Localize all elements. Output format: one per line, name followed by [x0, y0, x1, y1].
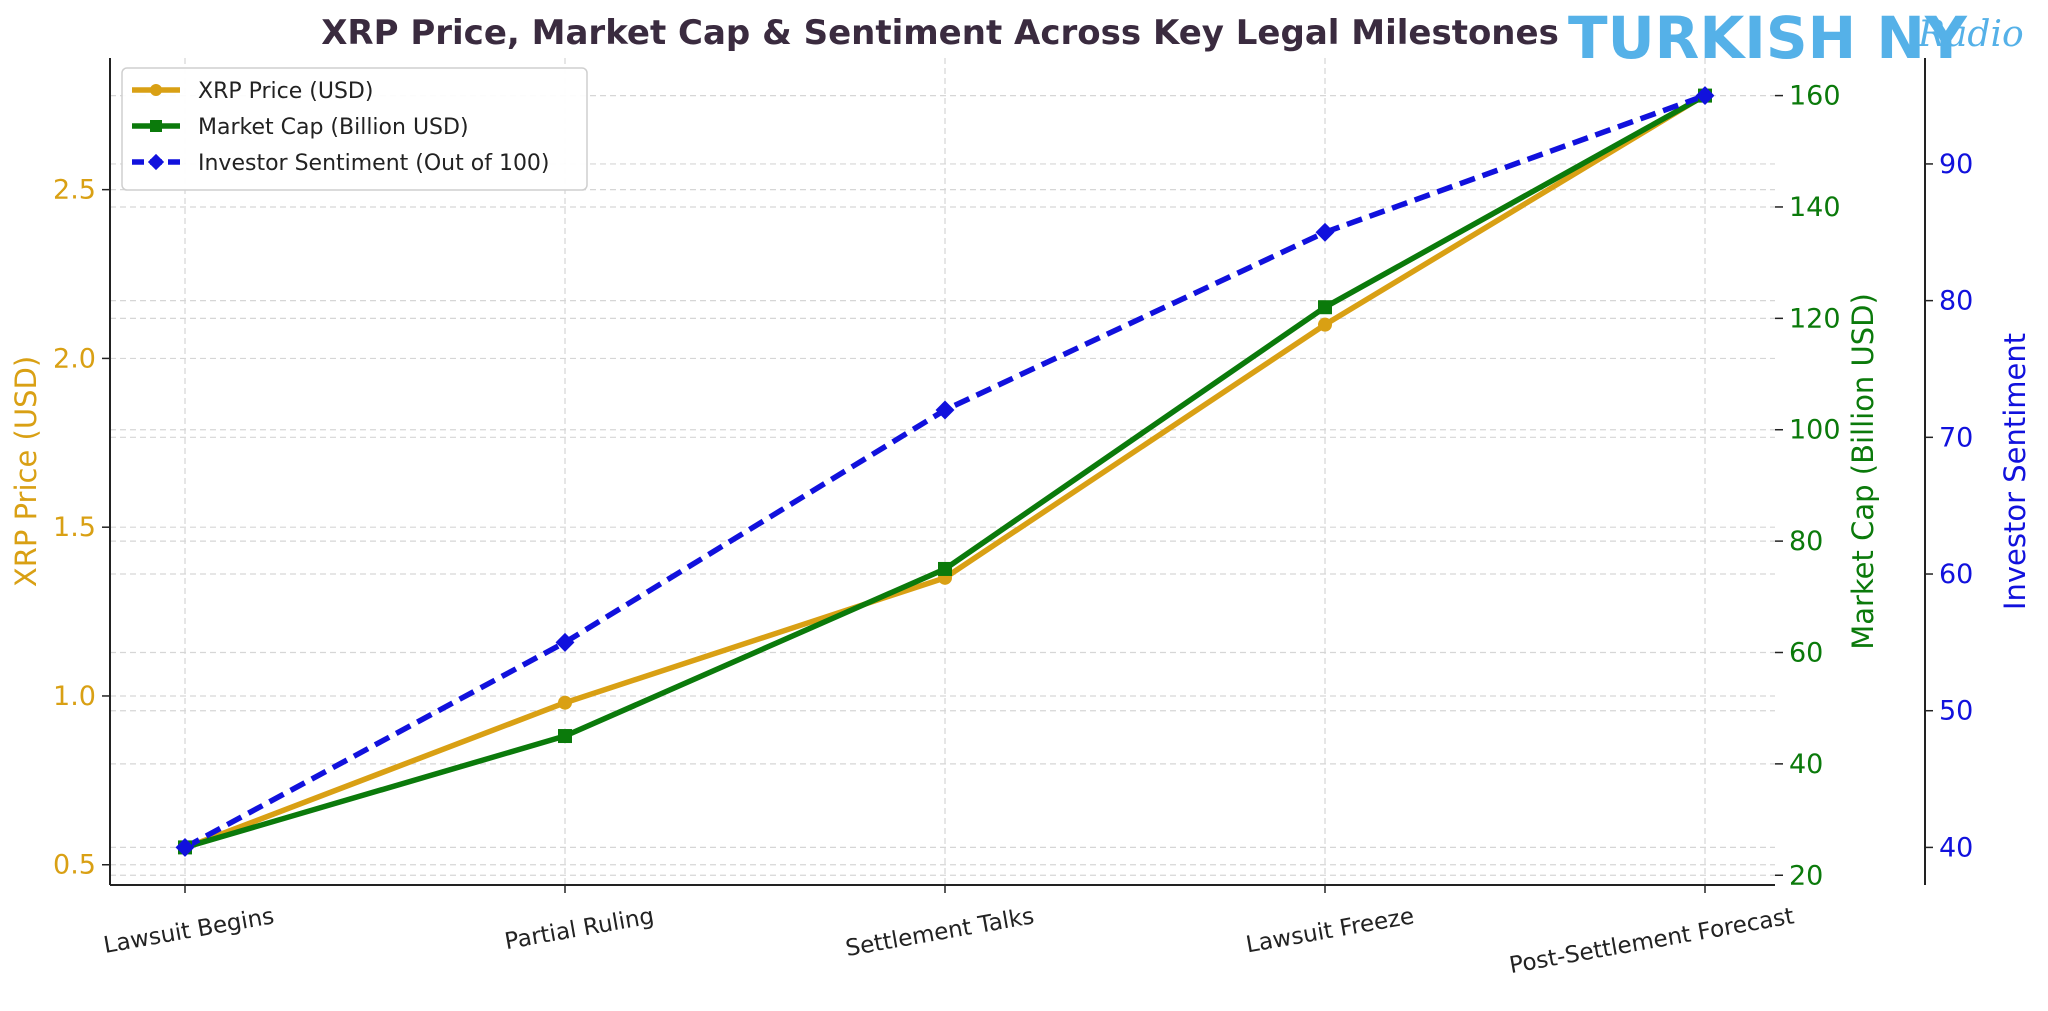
data-point-right2 [1315, 222, 1335, 242]
gridlines [110, 58, 1775, 885]
legend-label: Investor Sentiment (Out of 100) [198, 151, 550, 176]
x-tick-label: Settlement Talks [844, 903, 1036, 962]
left-tick-label: 2.5 [53, 175, 96, 206]
legend-swatch-marker [150, 120, 162, 132]
legend: XRP Price (USD) Market Cap (Billion USD) I… [121, 67, 588, 191]
right2-tick-label: 40 [1939, 832, 1973, 863]
data-point-right2 [175, 837, 195, 857]
right1-tick-label: 100 [1789, 415, 1841, 446]
x-tick-label: Post-Settlement Forecast [1507, 903, 1796, 979]
right1-tick-label: 80 [1789, 526, 1823, 557]
right2-axis-label: Investor Sentiment [1998, 333, 2032, 610]
right2-tick-label: 90 [1939, 149, 1973, 180]
logo-main-text: TURKISH NY [1568, 4, 1968, 72]
right1-tick-label: 40 [1789, 749, 1823, 780]
chart-title: XRP Price, Market Cap & Sentiment Across… [321, 13, 1559, 53]
left-tick-label: 1.0 [53, 681, 96, 712]
data-point-left [1318, 317, 1332, 332]
right1-tick-label: 120 [1789, 303, 1841, 334]
data-point-right2 [935, 400, 955, 420]
x-tick-label: Lawsuit Freeze [1244, 903, 1416, 958]
left-axis-label: XRP Price (USD) [9, 356, 43, 587]
data-point-left [558, 695, 572, 710]
right1-tick-label: 160 [1789, 81, 1841, 112]
data-point-right2 [555, 632, 575, 652]
right2-tick-label: 60 [1939, 559, 1973, 590]
data-point-right2 [1695, 86, 1715, 106]
right1-tick-label: 140 [1789, 192, 1841, 223]
logo-script-text: Radio [1917, 14, 2024, 55]
left-tick-label: 1.5 [53, 512, 96, 543]
left-tick-label: 0.5 [53, 850, 96, 881]
right2-tick-label: 70 [1939, 422, 1973, 453]
legend-box [121, 67, 588, 191]
right1-tick-label: 20 [1789, 860, 1823, 891]
right2-tick-label: 80 [1939, 286, 1973, 317]
legend-label: Market Cap (Billion USD) [198, 115, 469, 140]
x-tick-label: Lawsuit Begins [102, 903, 276, 959]
data-point-right1 [938, 561, 952, 576]
left-tick-label: 2.0 [53, 343, 96, 374]
right1-tick-label: 60 [1789, 637, 1823, 668]
logo: TURKISH NY Radio [1568, 4, 2024, 72]
right1-axis-label: Market Cap (Billion USD) [1846, 293, 1880, 650]
series-markers [175, 86, 1715, 857]
legend-swatch-marker [150, 84, 162, 96]
right2-tick-label: 50 [1939, 696, 1973, 727]
legend-swatch-marker [147, 153, 165, 171]
data-point-right1 [558, 729, 572, 744]
data-point-right1 [1318, 300, 1332, 315]
legend-label: XRP Price (USD) [198, 79, 373, 104]
x-tick-label: Partial Ruling [503, 903, 656, 955]
